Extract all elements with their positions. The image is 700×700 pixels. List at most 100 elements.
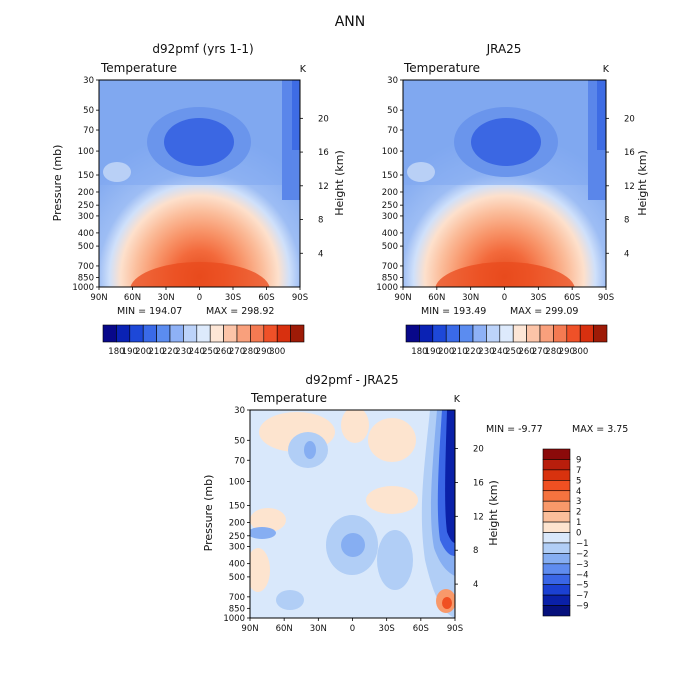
colorbar-label: −3 <box>576 560 589 570</box>
x-tick-label: 60N <box>428 293 445 303</box>
colorbar-label: 300 <box>269 347 285 357</box>
y-tick-label: 70 <box>83 126 94 136</box>
panel-2-field <box>403 80 606 287</box>
colorbar-swatch <box>542 448 571 460</box>
y-tick-label: 500 <box>382 242 398 252</box>
height-tick-label: 16 <box>318 148 329 158</box>
colorbar-label: −7 <box>576 591 589 601</box>
panel-3-x-ticks: 90N 60N 30N 0 30S 60S 90S <box>241 618 463 634</box>
colorbar-label: 200 <box>438 347 454 357</box>
colorbar-swatch <box>542 459 571 471</box>
panel-2-x-ticks: 90N 60N 30N 0 30S 60S 90S <box>394 287 614 303</box>
height-tick-label: 12 <box>473 512 484 522</box>
panel-3-max-label: MAX = 3.75 <box>572 424 628 435</box>
height-tick-label: 4 <box>624 249 629 259</box>
x-tick-label: 30S <box>379 624 395 634</box>
colorbar-swatch <box>542 480 571 492</box>
x-tick-label: 30N <box>462 293 479 303</box>
colorbar-swatch <box>223 324 238 343</box>
colorbar-label: 280 <box>242 347 258 357</box>
y-tick-label: 150 <box>382 171 398 181</box>
colorbar-swatch <box>499 324 514 343</box>
panel-2-min-label: MIN = 193.49 <box>421 306 486 317</box>
height-tick-label: 20 <box>624 114 635 124</box>
colorbar-swatch <box>169 324 184 343</box>
colorbar-swatch <box>542 500 571 512</box>
x-tick-label: 30N <box>157 293 174 303</box>
y-tick-label: 250 <box>78 201 94 211</box>
colorbar-swatch <box>526 324 541 343</box>
y-tick-label: 500 <box>229 573 245 583</box>
colorbar-swatch <box>405 324 420 343</box>
colorbar-swatch <box>542 490 571 502</box>
y-tick-label: 700 <box>382 262 398 272</box>
colorbar-label: 290 <box>559 347 575 357</box>
y-tick-label: 150 <box>229 501 245 511</box>
height-tick-label: 12 <box>318 182 329 192</box>
colorbar-label: 250 <box>202 347 218 357</box>
colorbar-swatch <box>290 324 305 343</box>
panel-1-title: d92pmf (yrs 1-1) <box>152 42 253 56</box>
y-tick-label: 1000 <box>376 283 398 293</box>
colorbar-label: 250 <box>505 347 521 357</box>
y-tick-label: 50 <box>387 106 398 116</box>
colorbar-swatch <box>512 324 527 343</box>
panel-1-ylabel-right: Height (km) <box>333 150 346 216</box>
panel-2-annotation-right: K <box>603 64 610 75</box>
y-tick-label: 100 <box>78 147 94 157</box>
panel-1: d92pmf (yrs 1-1) Temperature K 30 50 70 100… <box>51 42 346 357</box>
colorbar-label: −9 <box>576 602 589 612</box>
x-tick-label: 30S <box>225 293 241 303</box>
x-tick-label: 90S <box>447 624 463 634</box>
colorbar-swatch <box>196 324 211 343</box>
y-tick-label: 300 <box>382 212 398 222</box>
colorbar-label: 300 <box>572 347 588 357</box>
panel-1-annotation-left: Temperature <box>100 61 177 75</box>
panel-2-height-ticks: 20 16 12 8 4 <box>606 114 635 259</box>
x-tick-label: 90N <box>241 624 258 634</box>
colorbar-label: −5 <box>576 581 589 591</box>
colorbar-label: 180 <box>411 347 427 357</box>
panel-3-ylabel: Pressure (mb) <box>202 475 215 552</box>
height-tick-label: 4 <box>473 580 478 590</box>
colorbar-swatch <box>209 324 224 343</box>
panel-1-ylabel: Pressure (mb) <box>51 145 64 222</box>
height-tick-label: 20 <box>473 445 484 455</box>
colorbar-label: 260 <box>518 347 534 357</box>
colorbar-label: 0 <box>576 529 581 539</box>
panel-2-annotation-left: Temperature <box>403 61 480 75</box>
colorbar-label: 2 <box>576 508 581 518</box>
colorbar-label: 3 <box>576 497 581 507</box>
figure-title: ANN <box>335 14 366 30</box>
x-tick-label: 0 <box>197 293 202 303</box>
panel-1-annotation-right: K <box>300 64 307 75</box>
colorbar-swatch <box>472 324 487 343</box>
y-tick-label: 1000 <box>223 614 245 624</box>
y-tick-label: 70 <box>234 456 245 466</box>
colorbar-label: 1 <box>576 518 581 528</box>
y-tick-label: 500 <box>78 242 94 252</box>
x-tick-label: 90N <box>394 293 411 303</box>
colorbar-swatch <box>445 324 460 343</box>
height-tick-label: 20 <box>318 114 329 124</box>
colorbar-label: 270 <box>532 347 548 357</box>
panel-1-max-label: MAX = 298.92 <box>206 306 274 317</box>
panel-3-title: d92pmf - JRA25 <box>305 373 398 387</box>
x-tick-label: 90S <box>598 293 614 303</box>
y-tick-label: 250 <box>229 532 245 542</box>
colorbar-swatch <box>579 324 594 343</box>
colorbar-swatch <box>459 324 474 343</box>
colorbar-swatch <box>542 469 571 481</box>
x-tick-label: 90N <box>90 293 107 303</box>
colorbar-swatch <box>542 532 571 544</box>
colorbar-label: 220 <box>465 347 481 357</box>
y-tick-label: 50 <box>83 106 94 116</box>
panel-3: d92pmf - JRA25 Temperature K 30 <box>202 373 628 634</box>
x-tick-label: 30N <box>310 624 327 634</box>
colorbar-label: −4 <box>576 570 589 580</box>
colorbar-label: 190 <box>122 347 138 357</box>
